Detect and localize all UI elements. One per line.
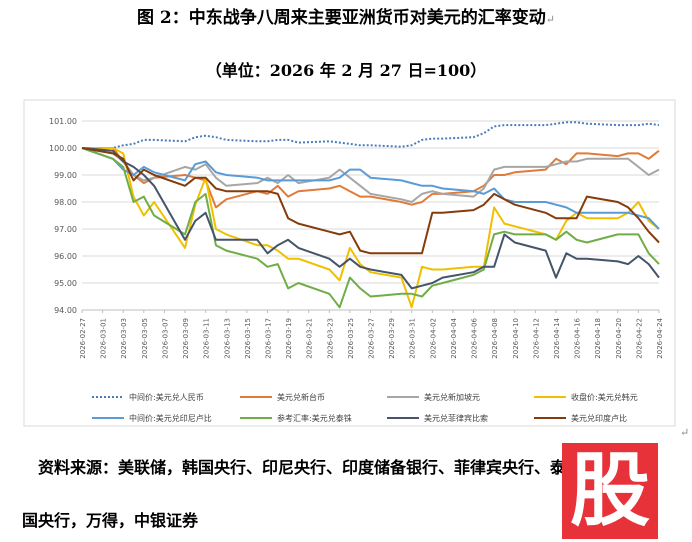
y-tick-label: 96.00 (54, 252, 77, 261)
x-tick-label: 2026-03-07 (161, 318, 169, 359)
legend-label: 美元兑印度卢比 (571, 413, 627, 423)
y-tick-label: 99.00 (54, 171, 77, 180)
x-tick-label: 2026-03-23 (326, 318, 334, 359)
x-tick-label: 2026-04-14 (553, 317, 561, 358)
y-tick-label: 95.00 (54, 279, 77, 288)
x-tick-label: 2026-04-22 (635, 318, 643, 359)
x-tick-label: 2026-03-19 (285, 318, 293, 359)
legend-label: 中间价:美元兑人民币 (129, 392, 204, 402)
x-tick-label: 2026-04-04 (450, 317, 458, 358)
x-tick-label: 2026-04-20 (615, 318, 623, 359)
x-tick-label: 2026-03-11 (203, 318, 211, 359)
y-tick-label: 100.00 (49, 144, 77, 153)
source-note: 资料来源：美联储，韩国央行、印尼央行、印度储备银行、菲律宾央行、泰 (38, 458, 567, 477)
y-tick-label: 94.00 (54, 306, 77, 315)
series-line (81, 147, 660, 309)
chart-subtitle: （单位：2026 年 2 月 27 日=100） (205, 61, 487, 80)
x-tick-label: 2026-03-17 (264, 318, 272, 359)
chart-frame (23, 99, 676, 427)
watermark-logo: 股 (562, 443, 658, 539)
x-tick-label: 2026-04-18 (594, 318, 602, 359)
paragraph-mark-icon: ↵ (680, 426, 690, 439)
x-tick-label: 2026-03-13 (223, 318, 231, 359)
y-tick-label: 98.00 (54, 198, 77, 207)
x-tick-label: 2026-04-10 (512, 318, 520, 359)
y-tick-label: 101.00 (49, 117, 77, 126)
x-tick-label: 2026-04-24 (656, 317, 664, 358)
legend-label: 美元兑菲律宾比索 (424, 413, 488, 423)
legend-label: 参考汇率:美元兑泰铢 (277, 413, 352, 423)
x-tick-label: 2026-03-29 (388, 318, 396, 359)
x-tick-label: 2026-03-15 (244, 318, 252, 359)
x-tick-label: 2026-03-21 (306, 318, 314, 359)
legend-label: 收盘价:美元兑韩元 (571, 392, 638, 402)
legend-label: 中间价:美元兑印尼卢比 (129, 413, 212, 423)
y-tick-label: 97.00 (54, 225, 77, 234)
chart-title: 图 2：中东战争八周来主要亚洲货币对美元的汇率变动↵ (137, 8, 555, 28)
x-tick-label: 2026-04-12 (532, 318, 540, 359)
series-line (81, 147, 660, 230)
legend-label: 美元兑新台币 (277, 392, 325, 402)
x-tick-label: 2026-03-09 (182, 318, 190, 359)
legend-label: 美元兑新加坡元 (424, 392, 480, 402)
x-tick-label: 2026-03-27 (368, 318, 376, 359)
x-tick-label: 2026-03-31 (409, 318, 417, 359)
series-line (81, 147, 660, 290)
x-tick-label: 2026-02-27 (79, 318, 87, 359)
x-tick-label: 2026-04-16 (574, 317, 582, 358)
x-tick-label: 2026-04-02 (429, 318, 437, 359)
x-tick-label: 2026-03-05 (141, 318, 149, 359)
paragraph-mark-icon: ↵ (545, 13, 555, 26)
source-note-continued: 国央行，万得，中银证券 (22, 511, 199, 530)
x-tick-label: 2026-04-08 (491, 318, 499, 359)
x-tick-label: 2026-03-25 (347, 318, 355, 359)
line-chart: 94.00 95.00 96.00 97.00 98.00 99.00 100.00 101.… (23, 99, 676, 427)
x-tick-label: 2026-03-03 (120, 318, 128, 359)
x-tick-label: 2026-04-06 (471, 317, 479, 358)
series-line (81, 147, 660, 255)
x-tick-label: 2026-03-01 (100, 318, 108, 359)
